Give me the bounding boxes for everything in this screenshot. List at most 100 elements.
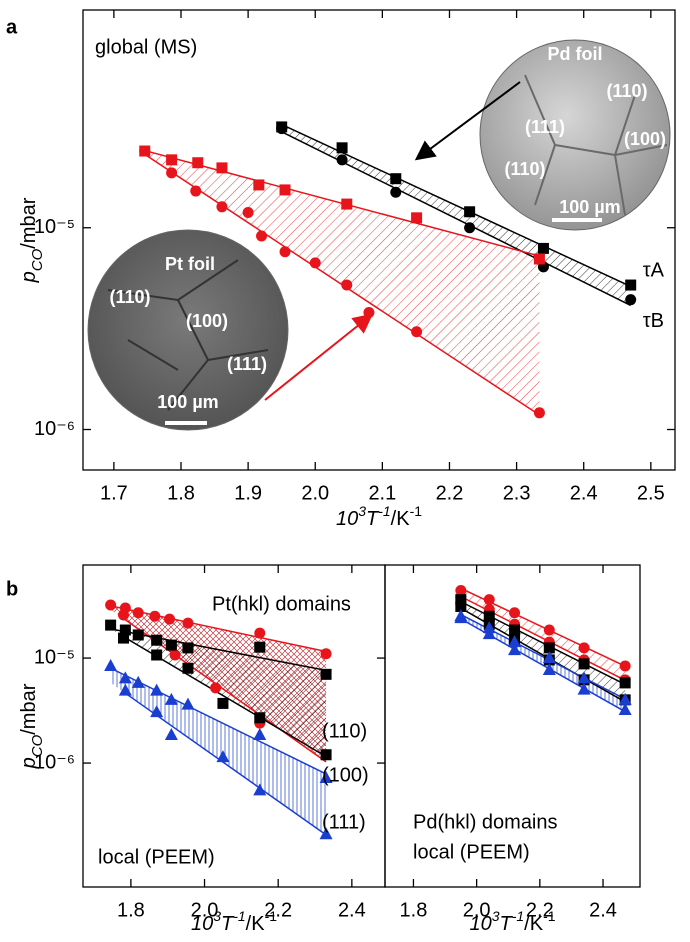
point xyxy=(336,142,348,154)
point xyxy=(216,162,228,174)
x-tick-label: 1.8 xyxy=(167,482,195,504)
point xyxy=(119,624,131,636)
point xyxy=(164,613,176,625)
point xyxy=(390,186,402,198)
label-part: T xyxy=(366,508,380,530)
point xyxy=(464,206,476,218)
point xyxy=(253,783,267,796)
label-part: /K xyxy=(391,508,411,530)
point xyxy=(132,607,144,619)
x-tick-label: 2.4 xyxy=(338,899,366,921)
x-tick-label: 1.8 xyxy=(117,899,145,921)
point xyxy=(166,154,178,166)
point xyxy=(166,167,178,179)
point xyxy=(543,624,555,636)
y-tick-label: 10⁻⁶ xyxy=(34,418,75,440)
point xyxy=(105,599,117,611)
point xyxy=(149,610,161,622)
label-part: /K xyxy=(246,913,266,935)
fit-line xyxy=(110,605,327,653)
point xyxy=(542,662,556,675)
point xyxy=(118,683,132,696)
arrow xyxy=(264,313,374,401)
annotation: local (PEEM) xyxy=(98,846,215,868)
y-axis-label: pCO/mbar xyxy=(18,683,46,769)
label-part: -1 xyxy=(233,908,245,924)
point xyxy=(618,692,632,705)
point xyxy=(254,712,266,724)
point xyxy=(104,659,118,672)
inset-label: (110) xyxy=(109,287,150,307)
point xyxy=(577,682,591,695)
x-tick-label: 2.0 xyxy=(301,482,329,504)
point xyxy=(118,671,132,684)
label-part: -1 xyxy=(378,503,390,519)
point xyxy=(542,651,556,664)
point xyxy=(320,749,332,761)
label-part: /mbar xyxy=(18,683,40,734)
point xyxy=(254,641,266,653)
panel-label: a xyxy=(6,16,18,38)
point xyxy=(164,692,178,705)
inset-label: (110) xyxy=(606,81,647,101)
y-tick-label: 10⁻⁵ xyxy=(34,646,75,668)
inset-label: (100) xyxy=(624,129,666,149)
point xyxy=(131,675,145,688)
point xyxy=(182,662,194,674)
point xyxy=(242,207,254,219)
inset-disc xyxy=(479,39,671,231)
point xyxy=(118,609,130,621)
label-part: -1 xyxy=(410,503,423,519)
point xyxy=(455,594,467,606)
y-axis-label: pCO/mbar xyxy=(18,197,46,283)
x-tick-label: 2.0 xyxy=(191,899,219,921)
x-tick-label: 2.0 xyxy=(463,899,491,921)
point xyxy=(483,610,495,622)
point xyxy=(543,642,555,654)
label-part: CO xyxy=(29,734,46,757)
point xyxy=(483,594,495,606)
point xyxy=(320,648,332,660)
label-part: CO xyxy=(29,248,46,271)
inset-image: Pd foil(110)(111)(100)(110)100 µm xyxy=(479,39,671,231)
point xyxy=(150,705,164,718)
point xyxy=(509,624,521,636)
inset-label: (111) xyxy=(525,117,565,137)
panel-label: b xyxy=(6,578,18,600)
point xyxy=(533,407,545,419)
point xyxy=(132,629,144,641)
point xyxy=(454,611,468,624)
label-part: T xyxy=(500,913,514,935)
x-tick-label: 2.2 xyxy=(264,899,292,921)
inset-label: (110) xyxy=(504,159,545,179)
inset-label: (111) xyxy=(227,354,267,374)
point xyxy=(276,123,288,135)
point xyxy=(320,668,332,680)
x-tick-label: 2.1 xyxy=(368,482,396,504)
label-part: p xyxy=(18,271,40,283)
point xyxy=(578,658,590,670)
annotation: (111) xyxy=(322,811,366,833)
x-tick-label: 2.2 xyxy=(526,899,554,921)
point xyxy=(105,619,117,631)
inset-title: Pt foil xyxy=(165,254,215,274)
point xyxy=(508,635,522,648)
x-axis-label: 103T-1/K-1 xyxy=(191,908,277,936)
point xyxy=(118,632,130,644)
point xyxy=(181,697,195,710)
point xyxy=(619,660,631,672)
point xyxy=(533,253,545,265)
x-tick-label: 2.4 xyxy=(570,482,598,504)
point xyxy=(309,257,321,269)
inset-image: Pt foil (110) (100) (111) 100 µm xyxy=(87,229,289,431)
x-tick-label: 1.7 xyxy=(100,482,128,504)
label-part: /K xyxy=(524,913,544,935)
fit-line xyxy=(110,667,327,775)
point xyxy=(482,621,496,634)
point xyxy=(341,198,353,210)
point xyxy=(182,642,194,654)
x-tick-label: 1.8 xyxy=(400,899,428,921)
point xyxy=(216,750,230,763)
point xyxy=(210,682,222,694)
